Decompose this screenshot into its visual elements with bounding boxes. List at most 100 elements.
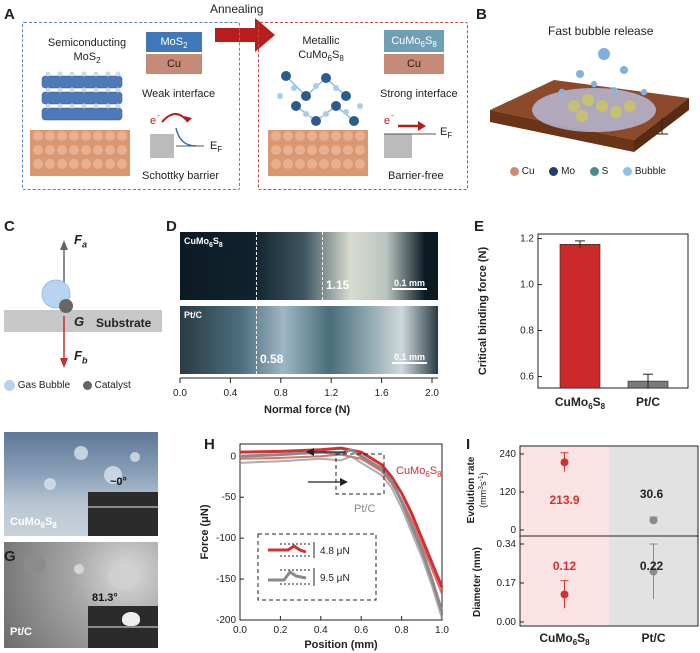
bubble-2 [104, 466, 122, 484]
i-point-top [560, 458, 569, 467]
cumo-photo-mid: S [212, 236, 219, 246]
h-xtick-label: 0.2 [273, 625, 287, 636]
fa-label: Fa [74, 232, 87, 250]
i-value-label-bottom: 0.22 [640, 559, 664, 573]
contact-angle-inset-f: ~0° [88, 476, 158, 536]
panel-d-xlabel: Normal force (N) [264, 404, 351, 416]
gas-bubble-legend-dot [4, 380, 15, 391]
e-cat2-label: Pt/C [636, 395, 660, 409]
fb-label: Fb [74, 348, 87, 366]
scratch-image-ptc: Pt/C 0.58 0.1 mm [180, 306, 438, 374]
cumo-sample-sub2: 8 [52, 521, 57, 531]
h-series-line-1 [239, 446, 444, 588]
panel-i-chart: 240 120 0 213.9 30.6 0.34 0.17 0.00 0.12 0.22 Evol… [466, 445, 699, 647]
h-series-return-1 [239, 453, 443, 595]
h-xtick-label: 0.8 [395, 625, 409, 636]
bubble-release-illustration [490, 47, 689, 152]
mos2-layer-text: MoS [160, 36, 184, 48]
i-value-label-bottom: 0.12 [553, 559, 577, 573]
cumo-photo-sub1: 6 [209, 241, 213, 249]
ptc-angle-text: 81.3° [92, 592, 118, 604]
fast-bubble-title: Fast bubble release [548, 24, 654, 38]
annealing-arrow [215, 18, 275, 52]
d-xtick-label: 0.4 [223, 388, 237, 399]
barrier-free-diagram: e- [384, 111, 436, 158]
panel-c-legend: Gas Bubble Catalyst [4, 380, 131, 391]
cumo-angle-text: ~0° [110, 476, 127, 488]
fermi-e-left: E [210, 140, 218, 152]
scale-bar-2: 0.1 mm [392, 352, 428, 364]
s-legend-label: S [601, 166, 609, 177]
h-zoom-box [335, 453, 385, 495]
panel-g-label: G [4, 548, 16, 565]
panel-a-right-box [258, 22, 468, 190]
fa-text: F [74, 232, 82, 247]
d-xtick-label: 0.8 [274, 388, 288, 399]
cu-legend-label: Cu [521, 166, 535, 177]
semiconducting-label: Semiconducting MoS2 [42, 36, 132, 68]
e-plot-frame [537, 233, 689, 389]
mos2-sub: 2 [96, 56, 101, 66]
fa-sub: a [81, 239, 87, 250]
catalyst-legend-label: Catalyst [94, 380, 131, 392]
bubble-5 [24, 556, 46, 574]
cumo-sample-text: CuMo [10, 516, 41, 528]
h-ylabel: Force (μN) [199, 504, 211, 559]
d-xtick-label: 1.6 [375, 388, 389, 399]
g-label: G [74, 314, 85, 329]
fb-text: F [74, 348, 82, 363]
mos2-title: MoS [73, 51, 97, 63]
dash-line-1 [256, 232, 257, 300]
h-ytick-label: 0 [230, 451, 236, 462]
d-xtick-label: 1.2 [324, 388, 338, 399]
i-ytick-label-bottom: 0.00 [497, 617, 517, 628]
h-series2-label: Pt/C [354, 503, 375, 515]
h-series-return-2 [239, 455, 443, 619]
panel-e-label: E [474, 218, 485, 235]
ptc-sample-label: Pt/C [10, 626, 32, 638]
h-inset-box [257, 533, 377, 601]
panel-a-left-box [22, 22, 240, 190]
h-arrow-right-head [340, 478, 348, 486]
catalyst-legend-dot [82, 381, 92, 390]
s-legend-dot [589, 166, 599, 176]
substrate-label: Substrate [96, 316, 152, 330]
h-xtick-label: 0.4 [314, 625, 328, 636]
i-ytick-label-bottom: 0.17 [497, 578, 517, 589]
panel-b-legend: Cu Mo S Bubble [510, 166, 700, 177]
h-xtick-label: 0.0 [233, 625, 247, 636]
cumo6s8-structure-image [268, 71, 368, 176]
metallic-label: Metallic CuMo6S8 [276, 34, 366, 66]
i-ytick-label-bottom: 0.34 [497, 539, 517, 550]
e-ytick-label: 0.6 [520, 372, 534, 383]
dash-line-2 [322, 232, 323, 300]
gas-bubble-legend-label: Gas Bubble [17, 380, 71, 392]
cumo-layer-mid: S [425, 35, 433, 47]
schottky-barrier-label: Schottky barrier [142, 170, 220, 182]
cu-layer-box-right: Cu [384, 54, 444, 74]
bubble-1 [74, 446, 88, 460]
cumos-sub2: 8 [339, 54, 344, 64]
i-cat1-label: CuMo6S8 [539, 631, 590, 647]
dash-line-3 [256, 306, 257, 374]
panel-i-label: I [466, 436, 471, 453]
i-point-top [649, 516, 658, 525]
bubble-legend-label: Bubble [634, 166, 666, 177]
fb-sub: b [81, 355, 88, 366]
e-cat1-label: CuMo6S8 [555, 395, 606, 411]
cumo-layer-sub2: 8 [432, 40, 437, 50]
e-bar [559, 244, 601, 389]
cumo-sample-mid: S [45, 516, 53, 528]
h-inset-value-1: 4.8 μN [320, 546, 350, 557]
mo-legend-label: Mo [561, 166, 576, 177]
cumo-sample-label: CuMo6S8 [10, 516, 57, 530]
metallic-title: Metallic [302, 35, 340, 47]
droplet [122, 612, 140, 626]
h-series1-label: CuMo6S8 [396, 465, 442, 479]
weak-interface-label: Weak interface [142, 88, 216, 100]
cumo-sample-sub1: 6 [40, 521, 45, 531]
mo-legend-dot [549, 166, 559, 176]
fermi-sub-right: F [447, 131, 453, 141]
cumo6s8-contact-angle-photo: ~0° CuMo6S8 [4, 432, 158, 536]
